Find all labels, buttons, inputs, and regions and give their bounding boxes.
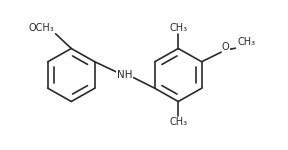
- Text: NH: NH: [117, 70, 132, 80]
- Text: O: O: [222, 42, 230, 52]
- Text: CH₃: CH₃: [238, 37, 256, 47]
- Text: OCH₃: OCH₃: [29, 23, 54, 33]
- Text: CH₃: CH₃: [169, 23, 187, 33]
- Text: CH₃: CH₃: [169, 117, 187, 127]
